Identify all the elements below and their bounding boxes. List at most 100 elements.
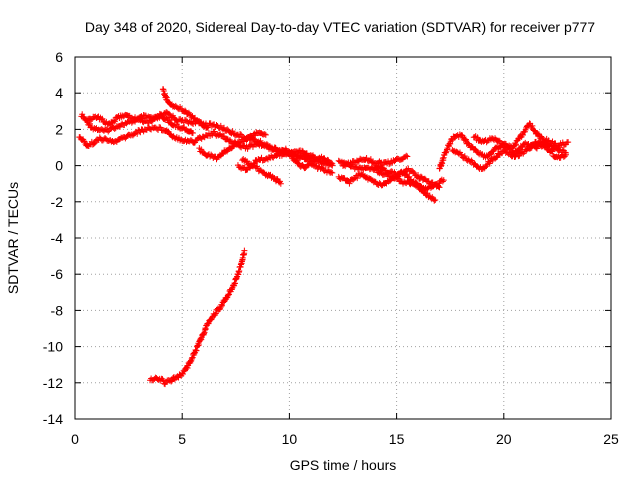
- data-point: [367, 156, 374, 163]
- trace: [470, 133, 572, 157]
- data-point: [386, 161, 393, 168]
- data-point: [354, 175, 361, 182]
- data-point: [236, 140, 243, 147]
- data-point: [447, 140, 454, 147]
- data-point: [458, 151, 465, 158]
- data-point: [169, 377, 176, 384]
- data-point: [432, 196, 439, 203]
- data-point: [86, 120, 93, 127]
- data-point: [212, 311, 219, 318]
- data-point: [189, 130, 196, 137]
- data-point: [184, 365, 191, 372]
- trace: [282, 145, 336, 176]
- data-point: [516, 152, 523, 159]
- data-point: [277, 180, 284, 187]
- data-point: [431, 197, 438, 204]
- data-point: [549, 148, 556, 155]
- data-point: [328, 169, 335, 176]
- data-point: [262, 131, 269, 138]
- data-point: [241, 247, 248, 254]
- y-tick-label: 2: [55, 121, 63, 137]
- data-point: [182, 107, 189, 114]
- data-point: [329, 160, 336, 167]
- data-point: [512, 141, 519, 148]
- data-point: [462, 136, 469, 143]
- data-point: [561, 153, 568, 160]
- data-point: [404, 153, 411, 160]
- data-point: [518, 144, 525, 151]
- x-tick-label: 20: [496, 431, 512, 447]
- data-point: [348, 161, 355, 168]
- data-point: [507, 145, 514, 152]
- data-point: [288, 152, 295, 159]
- data-point: [198, 119, 205, 126]
- data-point: [166, 110, 173, 117]
- data-point: [168, 378, 175, 385]
- data-point: [403, 152, 410, 159]
- data-point: [424, 190, 431, 197]
- data-point: [80, 138, 87, 145]
- data-point: [329, 169, 336, 176]
- data-point: [229, 143, 236, 150]
- trace: [147, 247, 248, 388]
- x-axis-label: GPS time / hours: [290, 457, 397, 473]
- trace: [234, 147, 336, 174]
- grid-lines: [75, 57, 611, 419]
- data-point: [209, 132, 216, 139]
- data-point: [346, 180, 353, 187]
- trace: [436, 120, 569, 172]
- data-point: [99, 115, 106, 122]
- data-point: [529, 122, 536, 129]
- data-point: [562, 151, 569, 158]
- x-tick-label: 15: [389, 431, 405, 447]
- y-tick-label: -2: [51, 194, 64, 210]
- x-tick-label: 10: [282, 431, 298, 447]
- y-tick-label: -14: [43, 411, 63, 427]
- data-point: [198, 146, 205, 153]
- data-point: [474, 134, 481, 141]
- data-point: [289, 153, 296, 160]
- data-point: [486, 160, 493, 167]
- x-tick-label: 0: [71, 431, 79, 447]
- data-point: [179, 370, 186, 377]
- trace: [239, 155, 284, 187]
- data-points: [76, 86, 572, 388]
- y-tick-label: 0: [55, 158, 63, 174]
- data-point: [440, 177, 447, 184]
- data-point: [519, 131, 526, 138]
- chart-title: Day 348 of 2020, Sidereal Day-to-day VTE…: [85, 19, 595, 35]
- y-tick-label: -4: [51, 230, 64, 246]
- data-point: [436, 184, 443, 191]
- y-tick-label: -12: [43, 375, 63, 391]
- data-point: [88, 116, 95, 123]
- data-point: [166, 117, 173, 124]
- trace: [372, 163, 443, 191]
- y-tick-label: -10: [43, 339, 63, 355]
- trace: [82, 110, 196, 137]
- series-1: [147, 247, 248, 388]
- data-point: [173, 121, 180, 128]
- data-point: [439, 178, 446, 185]
- x-tick-label: 5: [178, 431, 186, 447]
- data-point: [229, 128, 236, 135]
- data-point: [105, 128, 112, 135]
- trace: [340, 152, 411, 170]
- data-point: [157, 124, 164, 131]
- data-point: [261, 131, 268, 138]
- data-point: [442, 149, 449, 156]
- data-point: [435, 183, 442, 190]
- y-axis-label: SDTVAR / TECUs: [5, 182, 21, 294]
- data-point: [565, 139, 572, 146]
- data-point: [449, 137, 456, 144]
- data-point: [302, 164, 309, 171]
- data-point: [204, 124, 211, 131]
- data-point: [96, 134, 103, 141]
- data-point: [328, 159, 335, 166]
- y-tick-label: 4: [55, 85, 63, 101]
- data-point: [221, 124, 228, 131]
- trace: [196, 129, 269, 163]
- data-point: [493, 154, 500, 161]
- data-point: [211, 128, 218, 135]
- data-point: [443, 146, 450, 153]
- data-point: [111, 118, 118, 125]
